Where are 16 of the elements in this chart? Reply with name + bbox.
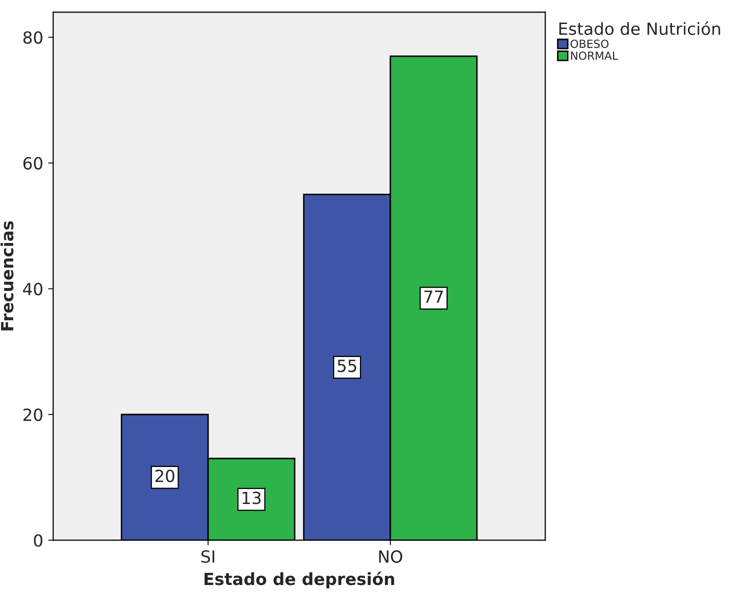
legend-label: NORMAL: [571, 51, 618, 60]
legend-label: OBESO: [570, 40, 609, 48]
data-label: 13: [242, 492, 261, 504]
y-tick-label: 20: [23, 408, 42, 422]
x-tick-label: NO: [379, 550, 402, 563]
y-tick-label: 80: [23, 31, 42, 44]
data-label: 20: [155, 470, 174, 482]
data-label: 77: [424, 290, 443, 303]
y-tick-label: 40: [23, 282, 42, 296]
y-tick-label: 60: [23, 156, 42, 170]
x-tick-label: SI: [201, 550, 214, 563]
y-axis-title: Frecuencias: [0, 221, 14, 330]
y-tick-label: 0: [34, 534, 42, 547]
legend-title: Estado de Nutrición: [559, 21, 720, 36]
data-label: 55: [338, 360, 356, 372]
x-axis-title: Estado de depresión: [204, 572, 394, 588]
